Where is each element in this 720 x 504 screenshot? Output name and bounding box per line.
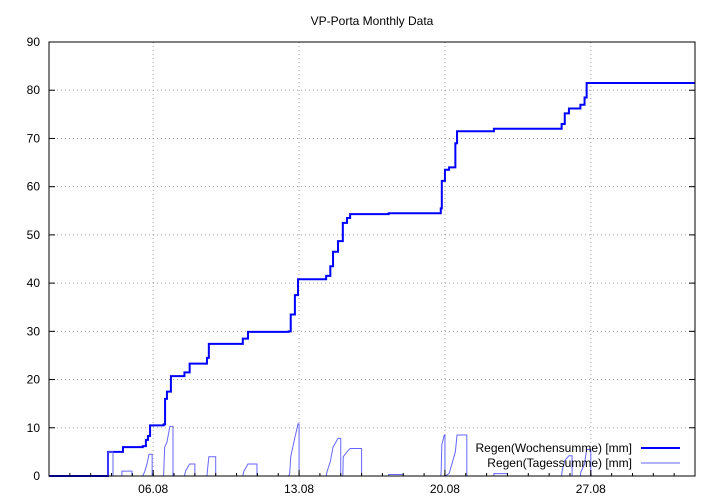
legend-label-0: Regen(Wochensumme) [mm] — [476, 441, 633, 455]
chart-title: VP-Porta Monthly Data — [311, 14, 434, 28]
y-tick-label: 20 — [27, 373, 41, 387]
x-tick-label: 06.08 — [138, 482, 168, 496]
y-tick-label: 30 — [27, 324, 41, 338]
y-tick-label: 40 — [27, 276, 41, 290]
y-tick-label: 60 — [27, 180, 41, 194]
y-tick-label: 50 — [27, 228, 41, 242]
y-tick-label: 10 — [27, 421, 41, 435]
legend: Regen(Wochensumme) [mm] Regen(Tagessumme… — [476, 441, 680, 470]
y-tick-label: 90 — [27, 35, 41, 49]
series-line-0 — [49, 81, 695, 477]
series-group — [49, 81, 695, 477]
y-tick-label: 70 — [27, 131, 41, 145]
plot-frame — [48, 41, 696, 477]
axis-ticks: 0 10 20 30 40 50 60 70 80 90 06.08 13.08 20.08 27.08 — [27, 35, 695, 496]
x-tick-label: 13.08 — [284, 482, 314, 496]
y-tick-label: 0 — [33, 469, 40, 483]
x-tick-label: 27.08 — [576, 482, 606, 496]
grid — [49, 42, 695, 476]
legend-label-1: Regen(Tagessumme) [mm] — [487, 456, 632, 470]
y-tick-label: 80 — [27, 83, 41, 97]
x-tick-label: 20.08 — [430, 482, 460, 496]
